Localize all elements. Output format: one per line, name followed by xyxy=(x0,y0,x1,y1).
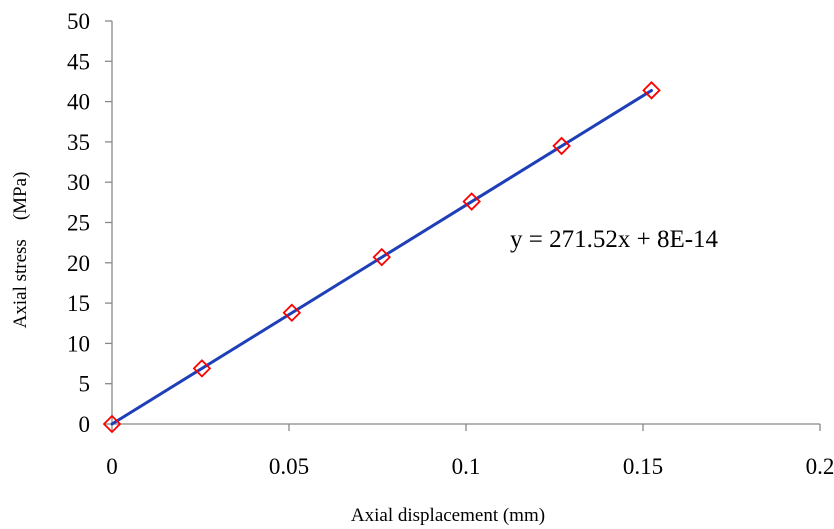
data-point-marker xyxy=(282,303,302,323)
y-tick-label: 10 xyxy=(67,331,90,356)
y-tick-label: 5 xyxy=(79,372,91,397)
x-tick-label: 0.2 xyxy=(806,454,834,479)
data-point-marker xyxy=(642,81,661,100)
data-points xyxy=(102,81,661,434)
x-tick-label: 0 xyxy=(106,454,118,479)
data-point-marker xyxy=(462,192,481,211)
y-tick-label: 35 xyxy=(67,130,90,155)
y-tick-label: 20 xyxy=(67,251,90,276)
data-point-marker xyxy=(102,414,122,434)
y-tick-label: 50 xyxy=(67,9,90,34)
tick-marks xyxy=(105,20,821,431)
y-tick-label: 0 xyxy=(79,412,91,437)
x-tick-labels: 0 0.05 0.1 0.15 0.2 xyxy=(106,454,834,479)
trendline xyxy=(110,88,653,426)
y-tick-label: 15 xyxy=(67,291,90,316)
y-tick-label: 30 xyxy=(67,170,90,195)
trendline-equation: y = 271.52x + 8E-14 xyxy=(510,226,719,253)
x-tick-label: 0.15 xyxy=(623,454,663,479)
y-tick-label: 25 xyxy=(67,211,90,236)
y-tick-label: 40 xyxy=(67,90,90,115)
data-point-marker xyxy=(192,359,212,378)
x-axis-title: Axial displacement (mm) xyxy=(351,505,545,526)
data-point-marker xyxy=(372,247,392,267)
axes xyxy=(111,21,820,425)
y-tick-labels: 0 5 10 15 20 25 30 35 40 45 50 xyxy=(67,9,90,437)
x-tick-label: 0.1 xyxy=(452,454,481,479)
trendline-group xyxy=(110,88,653,426)
y-tick-label: 45 xyxy=(67,49,90,74)
x-tick-label: 0.05 xyxy=(269,454,309,479)
y-axis-title: Axial stress (MPa) xyxy=(10,172,31,329)
data-point-marker xyxy=(552,136,571,156)
